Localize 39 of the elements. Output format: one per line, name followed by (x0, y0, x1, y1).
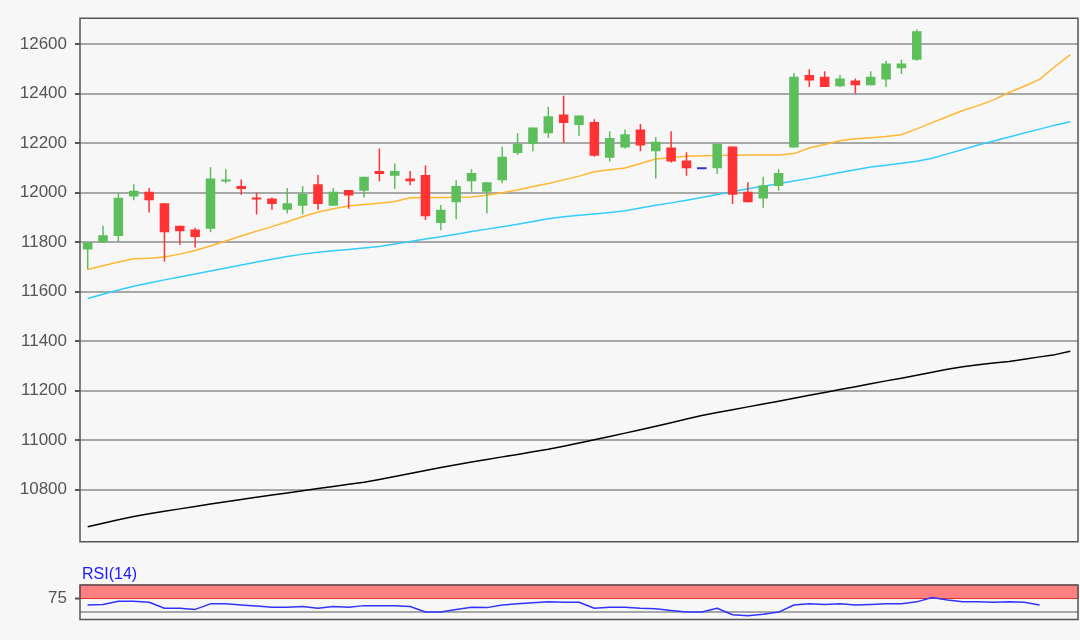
candlestick (758, 175, 769, 209)
y-tick-label: 12200 (19, 132, 67, 152)
chart-title: RSI(14) (82, 565, 138, 583)
candlestick (512, 132, 523, 156)
candlestick (482, 181, 492, 215)
candlestick (436, 204, 446, 232)
text: 75 (48, 588, 67, 608)
candlestick (773, 168, 784, 192)
candlestick (451, 179, 461, 220)
candlestick (558, 94, 569, 144)
candlestick (221, 168, 231, 185)
y-tick-label: 12400 (19, 83, 67, 103)
candlestick (604, 130, 615, 163)
candlestick (497, 145, 507, 185)
y-tick-label: 11600 (20, 281, 67, 301)
y-tick-label: 12600 (19, 33, 67, 53)
candlestick (666, 130, 676, 164)
candlestick (543, 106, 554, 139)
y-tick-label: 12000 (19, 182, 67, 202)
candlestick (282, 187, 293, 215)
candlestick (574, 114, 584, 137)
candlestick (466, 168, 477, 193)
candlestick (620, 128, 630, 150)
candlestick (389, 162, 400, 190)
candlestick (313, 174, 323, 211)
candlestick (82, 241, 93, 271)
candlestick (651, 136, 661, 180)
candlestick (190, 226, 200, 249)
candlestick (374, 147, 385, 183)
candlestick (251, 191, 262, 216)
y-tick-label: 11400 (20, 330, 67, 350)
candlestick (144, 187, 154, 214)
candlestick (297, 185, 308, 216)
candlestick (236, 178, 246, 196)
y-tick-label: 10800 (19, 479, 67, 499)
y-tick-label: 11800 (20, 231, 67, 251)
y-tick-label: 11200 (20, 380, 67, 400)
y-tick-label: 11000 (20, 429, 67, 449)
candlestick (881, 60, 891, 88)
